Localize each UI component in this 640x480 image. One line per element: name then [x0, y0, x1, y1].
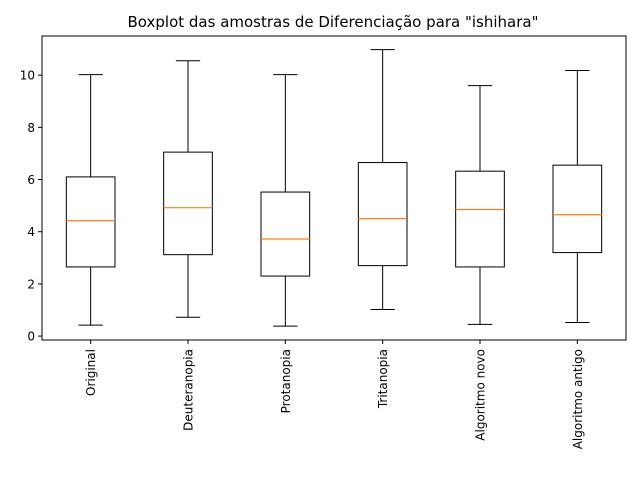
box-4 [357, 49, 408, 310]
y-tick-label: 2 [27, 277, 35, 291]
iqr-box [260, 191, 311, 277]
iqr-box [357, 162, 408, 267]
box-3 [260, 74, 311, 327]
y-tick-label: 0 [27, 330, 35, 344]
y-tick-label: 4 [27, 225, 35, 239]
x-axis: Original Deuteranopia Protanopia Tritanopia… [84, 340, 585, 449]
x-tick-label: Original [84, 349, 98, 396]
iqr-box [455, 170, 505, 268]
box-1 [65, 74, 116, 326]
box-6 [552, 69, 603, 324]
x-tick-label: Tritanopia [376, 349, 390, 409]
box-5 [455, 85, 505, 325]
box-2 [163, 60, 213, 318]
x-tick-label: Deuteranopia [182, 349, 196, 431]
chart-title: Boxplot das amostras de Diferenciação pa… [128, 13, 539, 31]
boxes-group [65, 49, 603, 327]
x-tick-label: Protanopia [279, 349, 293, 413]
iqr-box [552, 164, 603, 254]
x-tick-label: Algoritmo novo [474, 349, 488, 441]
y-tick-label: 10 [20, 69, 35, 83]
iqr-box [65, 176, 116, 268]
x-tick-label: Algoritmo antigo [571, 349, 585, 449]
y-axis: 0 2 4 6 8 10 [20, 69, 42, 344]
plot-frame [41, 35, 627, 341]
iqr-box [163, 151, 213, 256]
y-tick-label: 8 [27, 121, 35, 135]
y-tick-label: 6 [27, 173, 35, 187]
